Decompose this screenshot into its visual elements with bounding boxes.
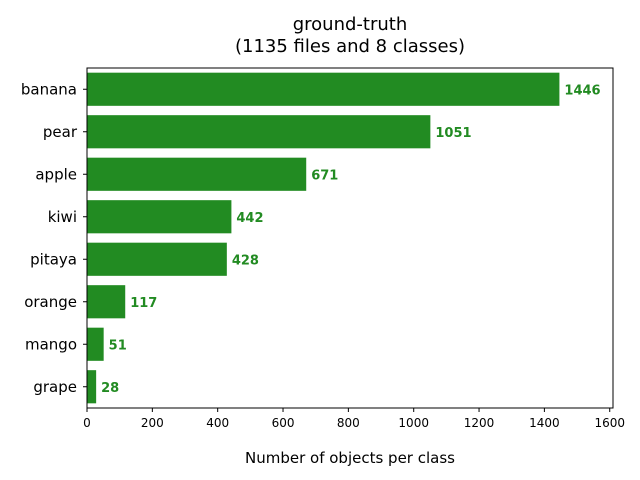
value-label-kiwi: 442 xyxy=(236,211,263,226)
bar-apple xyxy=(87,157,307,191)
value-label-pear: 1051 xyxy=(435,126,471,141)
x-axis-label: Number of objects per class xyxy=(245,449,455,467)
chart-title-line-2: (1135 files and 8 classes) xyxy=(235,36,465,57)
bar-pitaya xyxy=(87,242,227,276)
y-tick-label-mango: mango xyxy=(25,335,77,353)
bar-mango xyxy=(87,327,104,361)
bar-kiwi xyxy=(87,200,232,234)
x-tick-label-200: 200 xyxy=(141,416,164,430)
value-label-apple: 671 xyxy=(311,168,338,183)
x-tick-label-800: 800 xyxy=(337,416,360,430)
y-tick-label-grape: grape xyxy=(33,378,77,396)
x-tick-label-0: 0 xyxy=(83,416,91,430)
y-tick-label-banana: banana xyxy=(21,80,77,98)
bar-grape xyxy=(87,370,97,404)
y-tick-label-kiwi: kiwi xyxy=(48,208,77,226)
x-tick-label-1600: 1600 xyxy=(594,416,625,430)
y-tick-label-apple: apple xyxy=(35,165,77,183)
x-tick-label-1200: 1200 xyxy=(464,416,495,430)
chart-title-line-1: ground-truth xyxy=(293,14,408,35)
value-label-pitaya: 428 xyxy=(232,253,259,268)
y-tick-label-pitaya: pitaya xyxy=(30,250,77,268)
bars-group: 1446 1051 671 442 428 117 51 28 xyxy=(87,72,601,404)
value-label-banana: 1446 xyxy=(564,83,600,98)
y-tick-label-orange: orange xyxy=(24,293,77,311)
x-axis-ticks: 0 200 400 600 800 1000 1200 1400 1600 xyxy=(83,408,625,430)
bar-pear xyxy=(87,115,431,149)
x-tick-label-600: 600 xyxy=(272,416,295,430)
plot-frame xyxy=(86,67,614,409)
y-axis-ticks: banana pear apple kiwi pitaya orange mango grap… xyxy=(21,80,87,396)
x-tick-label-400: 400 xyxy=(206,416,229,430)
x-tick-label-1400: 1400 xyxy=(529,416,560,430)
bar-banana xyxy=(87,72,560,106)
x-tick-label-1000: 1000 xyxy=(398,416,429,430)
value-label-orange: 117 xyxy=(130,296,157,311)
value-label-mango: 51 xyxy=(109,338,127,353)
bar-orange xyxy=(87,285,126,319)
y-tick-label-pear: pear xyxy=(43,123,78,141)
value-label-grape: 28 xyxy=(101,381,119,396)
